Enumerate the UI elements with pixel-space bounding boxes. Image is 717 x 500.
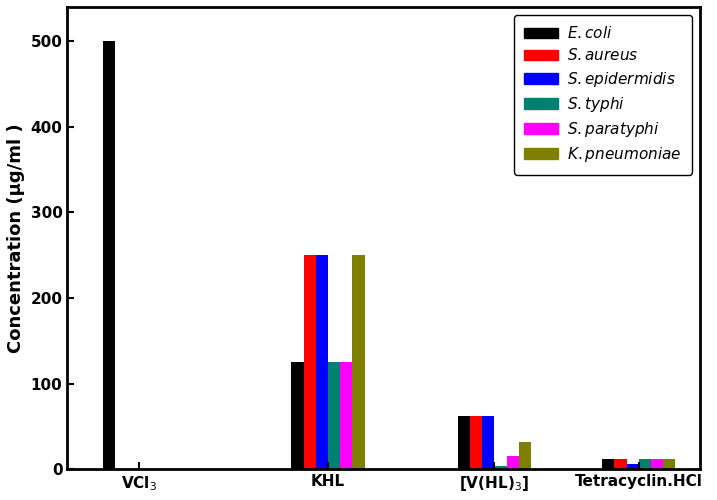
Legend: $\it{E.coli}$, $\it{S.aureus}$, $\it{S.epidermidis}$, $\it{S.typhi}$, $\it{S.par: $\it{E.coli}$, $\it{S.aureus}$, $\it{S.e… — [513, 14, 692, 174]
Bar — [103, 41, 115, 469]
Bar — [458, 416, 470, 469]
Bar — [627, 464, 639, 469]
Bar — [328, 362, 341, 469]
Bar — [614, 459, 627, 469]
Bar — [292, 362, 304, 469]
Y-axis label: Concentration (μg/ml ): Concentration (μg/ml ) — [7, 124, 25, 353]
Bar — [483, 416, 495, 469]
Bar — [519, 442, 531, 469]
Bar — [304, 255, 316, 469]
Bar — [316, 255, 328, 469]
Bar — [507, 456, 519, 469]
Bar — [663, 459, 675, 469]
Bar — [470, 416, 483, 469]
Bar — [353, 255, 365, 469]
Bar — [495, 466, 507, 469]
Bar — [602, 459, 614, 469]
Bar — [639, 459, 651, 469]
Bar — [651, 459, 663, 469]
Bar — [341, 362, 353, 469]
